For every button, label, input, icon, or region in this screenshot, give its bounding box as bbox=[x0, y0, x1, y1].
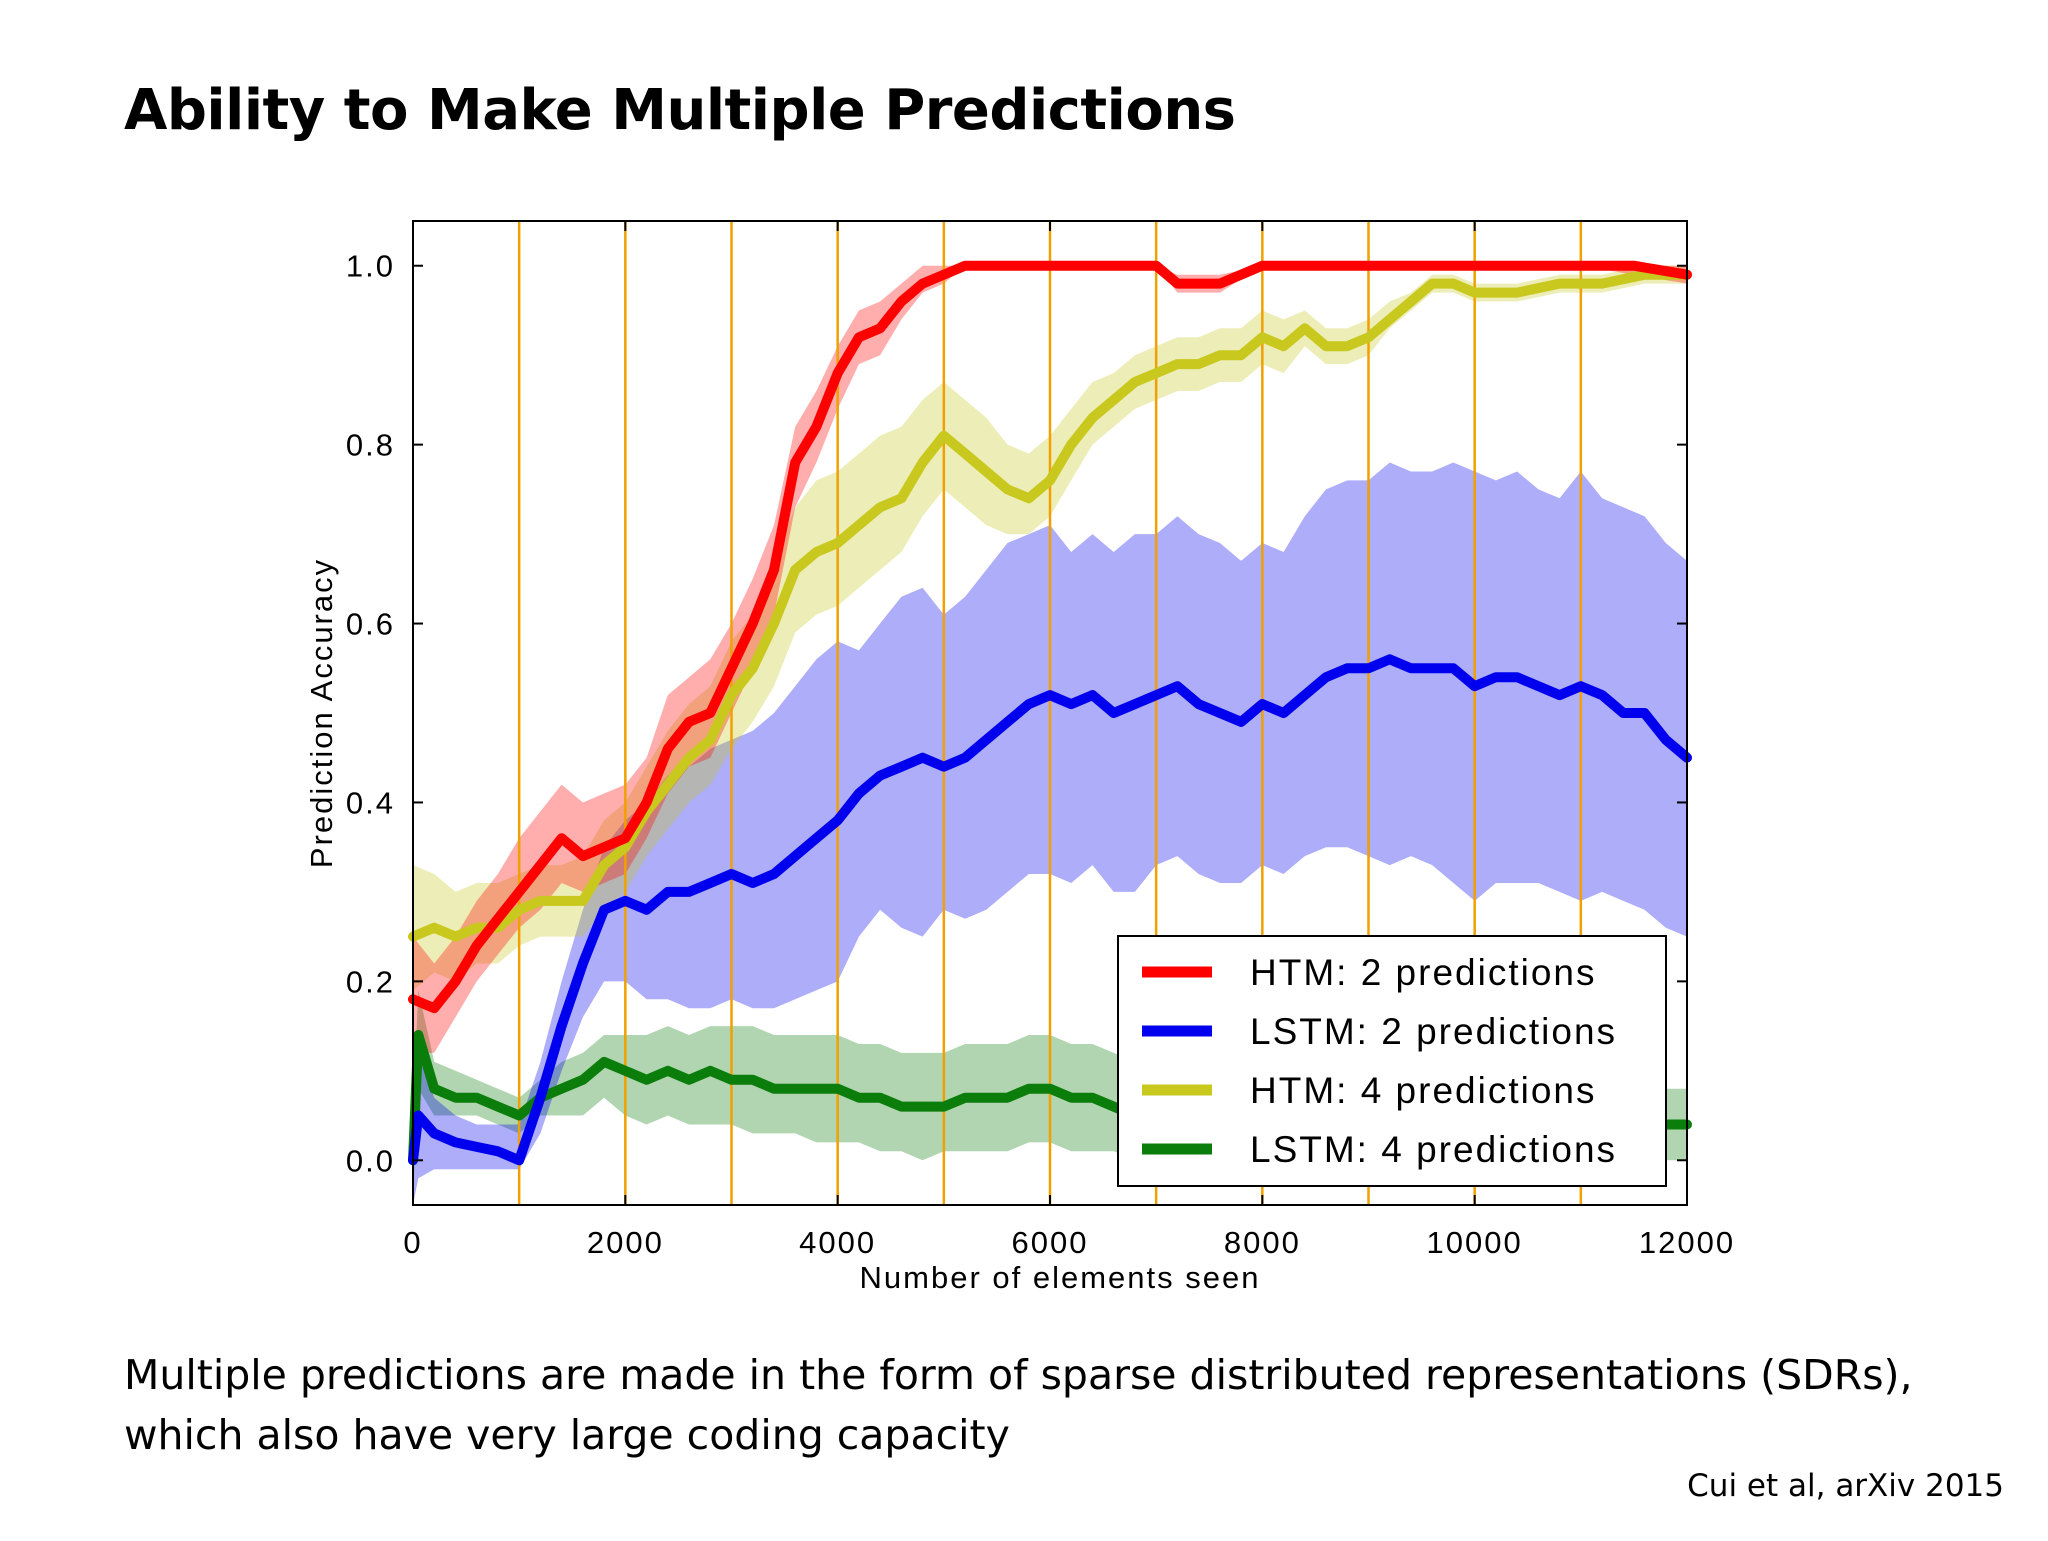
x-tick-label: 0 bbox=[403, 1225, 422, 1260]
legend: HTM: 2 predictions LSTM: 2 predictions HTM… bbox=[1117, 935, 1667, 1187]
y-tick-label: 0.8 bbox=[346, 428, 395, 463]
lstm-2-predictions-legend-label: LSTM: 2 predictions bbox=[1250, 1011, 1617, 1052]
lstm-2-predictions-line bbox=[408, 654, 1692, 1166]
lstm-4-predictions-legend-label: LSTM: 4 predictions bbox=[1250, 1129, 1617, 1170]
x-tick-label: 10000 bbox=[1427, 1225, 1523, 1260]
htm-2-predictions-line bbox=[408, 260, 1692, 1014]
citation: Cui et al, arXiv 2015 bbox=[1687, 1468, 2004, 1504]
x-tick-label: 8000 bbox=[1224, 1225, 1301, 1260]
y-tick-label: 0.6 bbox=[346, 607, 395, 642]
series-lines bbox=[408, 260, 1692, 1166]
x-tick-label: 12000 bbox=[1639, 1225, 1735, 1260]
y-tick-label: 0.4 bbox=[346, 785, 395, 820]
htm-2-predictions-legend-label: HTM: 2 predictions bbox=[1250, 952, 1597, 993]
y-axis-label: Prediction Accuracy bbox=[304, 558, 339, 868]
y-tick-label: 0.0 bbox=[346, 1143, 395, 1178]
x-tick-label: 6000 bbox=[1012, 1225, 1089, 1260]
y-tick-label: 1.0 bbox=[346, 249, 395, 284]
x-tick-label: 4000 bbox=[799, 1225, 876, 1260]
x-tick-label: 2000 bbox=[587, 1225, 664, 1260]
slide-title: Ability to Make Multiple Predictions bbox=[124, 78, 1236, 143]
lstm-4-predictions-line bbox=[408, 1030, 1140, 1166]
htm-4-predictions-band bbox=[413, 265, 1687, 991]
axis-ticks: 0 2000 4000 6000 8000 10000 12000 0.0 0.2 0.4 0.6 0… bbox=[346, 221, 1735, 1260]
htm-4-predictions-line bbox=[408, 269, 1692, 942]
x-axis-label: Number of elements seen bbox=[860, 1260, 1261, 1295]
y-tick-label: 0.2 bbox=[346, 964, 395, 999]
htm-4-predictions-legend-label: HTM: 4 predictions bbox=[1250, 1070, 1597, 1111]
slide-caption: Multiple predictions are made in the for… bbox=[124, 1351, 1913, 1459]
